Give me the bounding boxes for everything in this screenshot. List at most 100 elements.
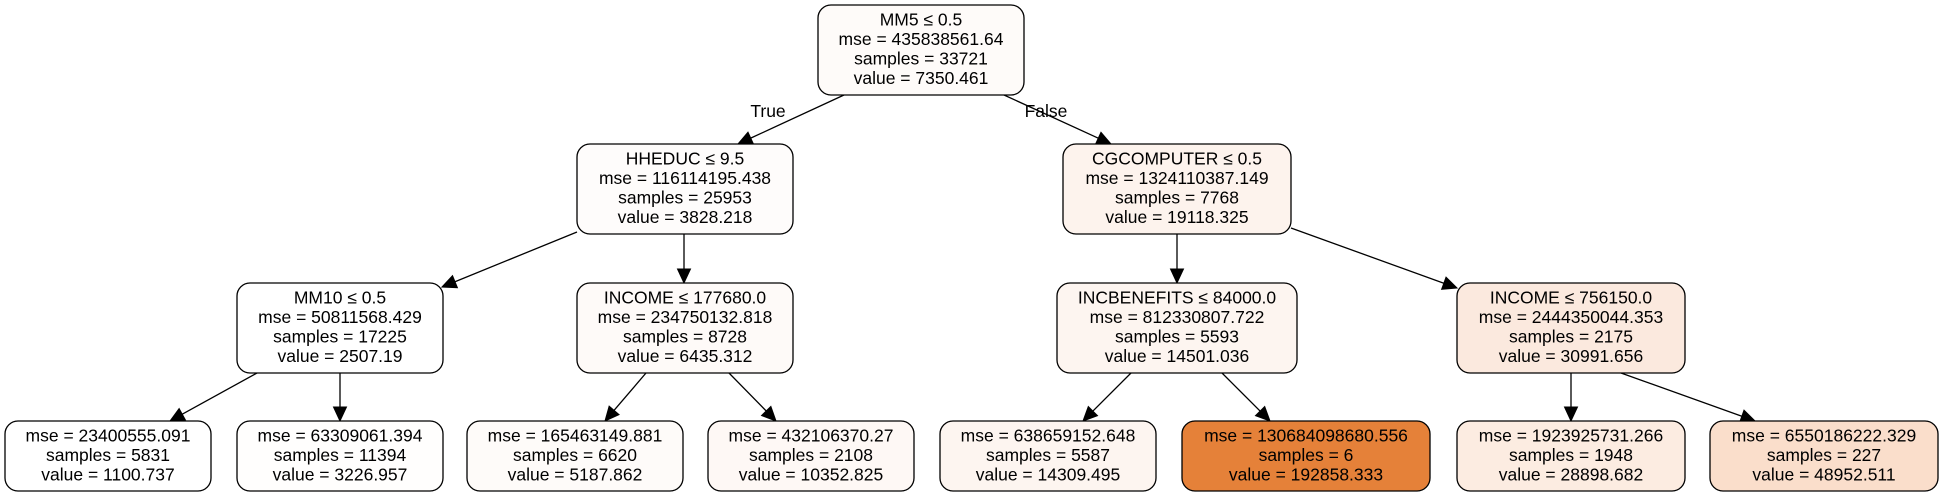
node-text-line: INCBENEFITS ≤ 84000.0: [1078, 288, 1277, 308]
node-text-line: mse = 23400555.091: [26, 425, 191, 445]
node-box: [1181, 420, 1431, 492]
node-text-line: value = 6435.312: [618, 346, 753, 366]
arrowhead-icon: [1094, 131, 1113, 145]
node-text-line: value = 7350.461: [854, 68, 989, 88]
node-text-line: CGCOMPUTER ≤ 0.5: [1092, 149, 1262, 169]
node-text-line: INCOME ≤ 756150.0: [1490, 288, 1653, 308]
edge-root-to-hheduc: [750, 94, 845, 139]
edge-labels-layer: True False: [750, 101, 1067, 121]
node-box: [236, 282, 444, 374]
node-text-line: mse = 165463149.881: [488, 425, 663, 445]
node-text-line: value = 1100.737: [41, 464, 174, 484]
node-text-line: mse = 435838561.64: [839, 29, 1004, 49]
node-text-line: INCOME ≤ 177680.0: [604, 288, 767, 308]
node-text-line: mse = 2444350044.353: [1479, 307, 1663, 327]
node-text-line: samples = 17225: [273, 327, 407, 347]
node-text-line: samples = 5593: [1115, 327, 1239, 347]
node-text-line: MM5 ≤ 0.5: [880, 10, 963, 30]
node-text-line: MM10 ≤ 0.5: [294, 288, 386, 308]
node-text-line: value = 192858.333: [1229, 464, 1383, 484]
edge-incbenefits-to-leaf6: [1221, 372, 1261, 412]
node-text-line: samples = 2175: [1509, 327, 1633, 347]
node-box: [466, 420, 684, 492]
edge-income2-to-leaf8: [1620, 372, 1743, 417]
node-text-line: mse = 6550186222.329: [1732, 425, 1916, 445]
arrowhead-icon: [1440, 276, 1459, 290]
arrowhead-icon: [760, 405, 777, 422]
node-text-line: samples = 5587: [986, 445, 1110, 465]
node-text-line: samples = 11394: [274, 445, 407, 465]
edge-income1-to-leaf3: [613, 372, 647, 411]
arrowhead-icon: [604, 405, 620, 422]
node-box: [939, 420, 1157, 492]
arrowhead-icon: [676, 268, 692, 285]
node-text-line: mse = 1324110387.149: [1085, 168, 1268, 188]
node-text-line: mse = 638659152.648: [961, 425, 1136, 445]
node-text-line: samples = 227: [1767, 445, 1881, 465]
edge-hheduc-to-mm10: [454, 231, 578, 283]
node-text-line: samples = 25953: [618, 188, 752, 208]
arrowhead-icon: [1082, 405, 1099, 422]
node-text-line: value = 14309.495: [976, 464, 1121, 484]
node-box: [576, 282, 794, 374]
edge-label-true: True: [750, 101, 785, 121]
node-text-line: samples = 6620: [513, 445, 637, 465]
node-text-line: mse = 63309061.394: [258, 425, 423, 445]
arrowhead-icon: [168, 407, 187, 422]
node-text-line: samples = 5831: [46, 445, 170, 465]
node-box: [1456, 282, 1686, 374]
node-text-line: HHEDUC ≤ 9.5: [626, 149, 745, 169]
node-text-line: value = 30991.656: [1499, 346, 1644, 366]
node-box: [1709, 420, 1939, 492]
node-text-line: value = 10352.825: [739, 464, 884, 484]
node-box: [707, 420, 915, 492]
node-text-line: value = 2507.19: [277, 346, 402, 366]
node-box: [4, 420, 212, 492]
node-box: [1056, 282, 1298, 374]
node-box: [817, 4, 1025, 96]
arrowhead-icon: [1563, 406, 1579, 423]
node-text-line: samples = 1948: [1509, 445, 1633, 465]
edge-root-to-cgcomputer: [1003, 94, 1099, 139]
edge-mm10-to-leaf1: [181, 372, 258, 415]
node-text-line: value = 28898.682: [1499, 464, 1644, 484]
node-text-line: samples = 33721: [854, 49, 988, 69]
node-text-line: samples = 7768: [1115, 188, 1239, 208]
node-box: [576, 143, 794, 235]
node-box: [1062, 143, 1292, 235]
node-text-line: mse = 234750132.818: [598, 307, 773, 327]
arrowhead-icon: [332, 406, 348, 423]
edge-income1-to-leaf4: [728, 372, 767, 412]
node-text-line: value = 3226.957: [273, 464, 408, 484]
node-text-line: mse = 1923925731.266: [1479, 425, 1663, 445]
arrowhead-icon: [440, 274, 459, 289]
arrowhead-icon: [1254, 405, 1271, 422]
node-text-line: mse = 812330807.722: [1090, 307, 1265, 327]
node-text-line: samples = 6: [1259, 445, 1354, 465]
node-text-line: value = 14501.036: [1105, 346, 1250, 366]
node-text-line: samples = 2108: [749, 445, 873, 465]
arrowhead-icon: [1169, 268, 1185, 285]
edge-label-false: False: [1025, 101, 1068, 121]
node-text-line: value = 19118.325: [1105, 207, 1248, 227]
node-text-line: mse = 50811568.429: [258, 307, 422, 327]
node-text-line: samples = 8728: [623, 327, 747, 347]
edges-layer: [168, 94, 1757, 423]
node-text-line: mse = 130684098680.556: [1204, 425, 1408, 445]
node-text-line: value = 48952.511: [1752, 464, 1895, 484]
edge-cgcomputer-to-income2: [1290, 227, 1445, 284]
